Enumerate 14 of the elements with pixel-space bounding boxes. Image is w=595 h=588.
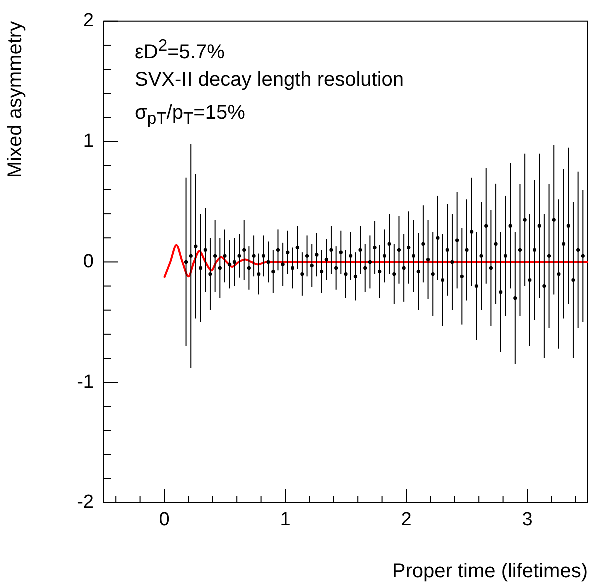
x-tick-label: 3: [522, 510, 533, 531]
annotation: εD$^{2}$=5.7%: [135, 36, 225, 65]
y-tick-label: 0: [83, 251, 94, 272]
y-tick-label: -1: [77, 372, 94, 393]
y-tick-label: -2: [77, 492, 94, 514]
y-tick-label: 2: [83, 10, 94, 32]
x-tick-label: 1: [280, 510, 291, 531]
y-axis-title: Mixed asymmetry: [4, 21, 27, 178]
annotation: σ$_{pT}$/p$_{T}$=15%: [135, 102, 246, 129]
x-tick-label: 2: [401, 510, 412, 531]
x-tick-label: 0: [159, 510, 170, 531]
annotation: SVX-II decay length resolution: [135, 69, 404, 92]
x-axis-title: Proper time (lifetimes): [392, 560, 588, 583]
y-tick-label: 1: [83, 131, 94, 152]
